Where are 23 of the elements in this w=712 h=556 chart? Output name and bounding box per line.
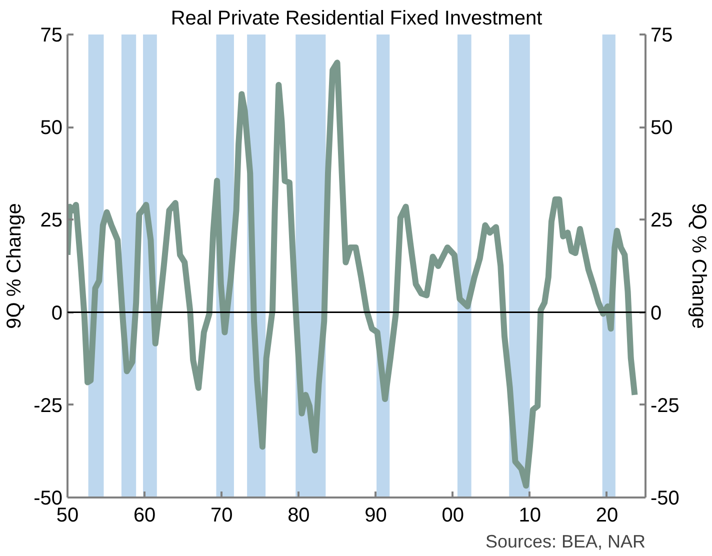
y2-axis-title: 9Q % Change — [687, 203, 710, 329]
y2-tick-label: 50 — [650, 117, 673, 140]
y2-tick-label: 25 — [650, 210, 673, 232]
y-tick-label: -25 — [34, 394, 62, 417]
x-tick-label: 10 — [518, 504, 542, 526]
y2-tick-label: 0 — [650, 302, 662, 324]
x-tick-label: 90 — [364, 504, 387, 526]
y2-tick-label: -25 — [650, 394, 680, 417]
y-tick-label: 0 — [51, 302, 62, 324]
y2-tick-label: -50 — [650, 488, 680, 510]
x-tick-label: 00 — [442, 504, 464, 526]
x-tick-label: 70 — [210, 504, 233, 526]
chart-title: Real Private Residential Fixed Investment — [170, 8, 543, 30]
x-tick-label: 60 — [133, 504, 156, 526]
x-tick-label: 80 — [288, 504, 310, 526]
source-note: Sources: BEA, NAR — [485, 532, 646, 552]
y-tick-label: 25 — [40, 210, 63, 232]
y-tick-label: 50 — [40, 117, 63, 140]
x-tick-label: 20 — [596, 504, 618, 526]
y-tick-label: 75 — [40, 24, 63, 46]
x-tick-label: 50 — [56, 504, 79, 526]
y2-tick-label: 75 — [650, 24, 673, 46]
y-axis-title: 9Q % Change — [4, 203, 26, 329]
